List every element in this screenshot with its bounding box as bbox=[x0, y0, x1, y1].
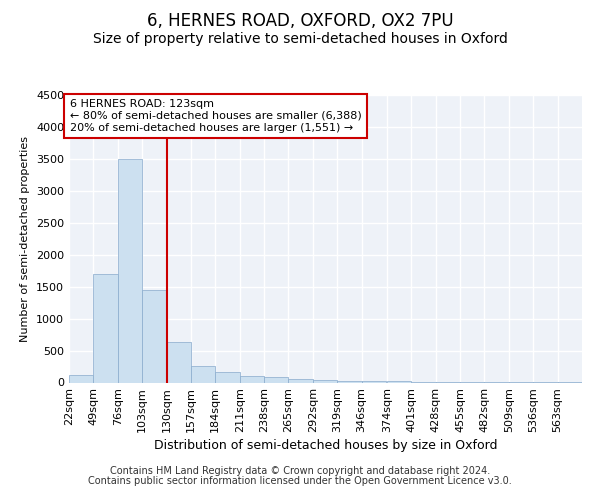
Text: Size of property relative to semi-detached houses in Oxford: Size of property relative to semi-detach… bbox=[92, 32, 508, 46]
Bar bbox=[239, 376, 264, 382]
Bar bbox=[118, 159, 142, 382]
Text: Contains public sector information licensed under the Open Government Licence v3: Contains public sector information licen… bbox=[88, 476, 512, 486]
Bar bbox=[94, 274, 118, 382]
Bar bbox=[313, 380, 337, 382]
Text: 6, HERNES ROAD, OXFORD, OX2 7PU: 6, HERNES ROAD, OXFORD, OX2 7PU bbox=[146, 12, 454, 30]
Bar bbox=[362, 381, 386, 382]
Y-axis label: Number of semi-detached properties: Number of semi-detached properties bbox=[20, 136, 31, 342]
Bar bbox=[215, 372, 239, 382]
Bar bbox=[142, 290, 167, 382]
Bar bbox=[167, 342, 191, 382]
Text: 6 HERNES ROAD: 123sqm
← 80% of semi-detached houses are smaller (6,388)
20% of s: 6 HERNES ROAD: 123sqm ← 80% of semi-deta… bbox=[70, 100, 362, 132]
X-axis label: Distribution of semi-detached houses by size in Oxford: Distribution of semi-detached houses by … bbox=[154, 440, 497, 452]
Bar bbox=[337, 380, 362, 382]
Bar bbox=[289, 378, 313, 382]
Bar bbox=[191, 366, 215, 382]
Bar bbox=[69, 375, 94, 382]
Bar bbox=[387, 381, 412, 382]
Text: Contains HM Land Registry data © Crown copyright and database right 2024.: Contains HM Land Registry data © Crown c… bbox=[110, 466, 490, 476]
Bar bbox=[264, 378, 289, 382]
